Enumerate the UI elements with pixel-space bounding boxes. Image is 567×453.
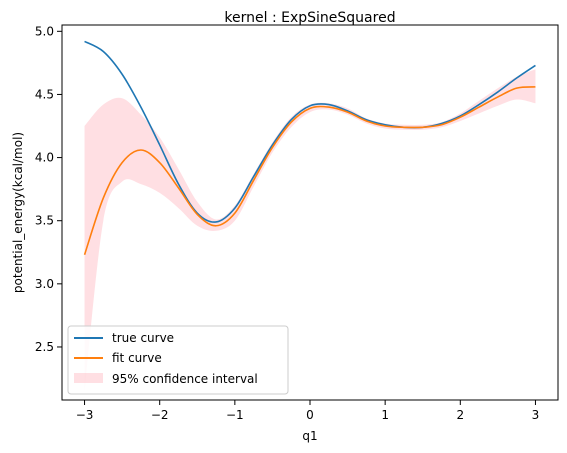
x-axis-label: q1 <box>302 429 317 443</box>
legend-box <box>67 325 289 395</box>
plot-layer <box>83 40 536 392</box>
y-tick-label: 5.0 <box>35 24 54 38</box>
x-tick-label: 0 <box>306 408 314 422</box>
legend: true curve fit curve 95% confidence inte… <box>67 325 289 395</box>
legend-label-fit-curve: fit curve <box>112 351 162 365</box>
y-tick-label: 3.0 <box>35 277 54 291</box>
legend-swatch-confidence-interval <box>74 373 103 383</box>
x-tick-label: 1 <box>381 408 389 422</box>
x-tick-label: −1 <box>226 408 244 422</box>
y-tick-label: 4.5 <box>35 87 54 101</box>
legend-label-true-curve: true curve <box>112 331 174 345</box>
legend-label-confidence-interval: 95% confidence interval <box>112 372 258 386</box>
x-tick-label: −3 <box>76 408 94 422</box>
x-tick-label: 2 <box>456 408 464 422</box>
x-tick-label: 3 <box>532 408 540 422</box>
y-tick-label: 2.5 <box>35 340 54 354</box>
y-axis: 2.5 3.0 3.5 4.0 4.5 5.0 <box>35 24 62 354</box>
y-tick-label: 4.0 <box>35 151 54 165</box>
y-axis-label: potential_energy(kcal/mol) <box>11 132 25 293</box>
x-tick-label: −2 <box>151 408 169 422</box>
y-tick-label: 3.5 <box>35 214 54 228</box>
chart-title: kernel : ExpSineSquared <box>224 10 395 26</box>
series-points-true-curve <box>84 41 536 222</box>
series-points-fit-curve <box>84 86 536 255</box>
x-axis: −3 −2 −1 0 1 2 3 <box>76 400 540 422</box>
